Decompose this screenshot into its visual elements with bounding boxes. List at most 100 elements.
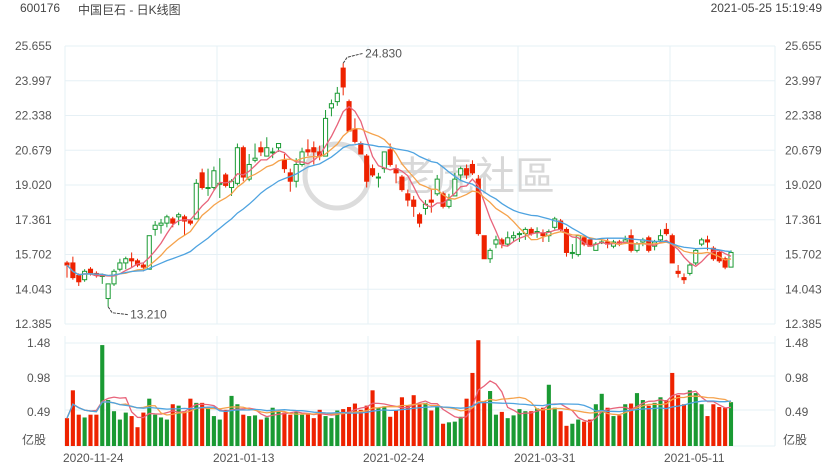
volume-unit-right: 亿股 bbox=[783, 432, 807, 447]
axes: 25.655 25.655 23.997 23.997 22.338 22.338 20.6… bbox=[15, 39, 822, 465]
volume-bar bbox=[599, 393, 604, 446]
candle-down bbox=[311, 147, 317, 153]
candle-up bbox=[487, 249, 493, 260]
candle-down bbox=[387, 149, 393, 165]
volume-bar bbox=[170, 404, 175, 446]
volume-bar bbox=[634, 393, 640, 446]
candle-down bbox=[563, 228, 570, 253]
volume-bar bbox=[687, 390, 692, 446]
price-tick-left: 20.679 bbox=[15, 143, 52, 157]
stock-code: 600176 bbox=[20, 1, 61, 15]
candle-down bbox=[258, 147, 264, 153]
volume-bar bbox=[423, 402, 428, 446]
candle-down bbox=[675, 270, 681, 274]
volume-bar bbox=[611, 416, 616, 446]
volume-bar bbox=[106, 400, 111, 446]
date-label: 2021-03-31 bbox=[514, 451, 576, 465]
volume-bar bbox=[593, 404, 598, 446]
price-ma20-line bbox=[66, 142, 732, 277]
volume-bar bbox=[288, 414, 293, 446]
volume-bar bbox=[681, 404, 687, 446]
volume-bar bbox=[100, 345, 105, 446]
candle-up bbox=[117, 262, 123, 270]
candle-down bbox=[129, 258, 135, 262]
candle-down bbox=[199, 172, 205, 189]
volume-bar bbox=[605, 407, 610, 446]
candle-down bbox=[469, 163, 476, 174]
volume-ma20-line bbox=[66, 400, 732, 419]
volume-bar bbox=[352, 403, 357, 446]
candle-up bbox=[569, 251, 575, 254]
date-label: 2021-01-13 bbox=[213, 451, 275, 465]
volume-bar bbox=[435, 405, 440, 446]
price-tick-left: 14.043 bbox=[15, 282, 52, 296]
min-price-label: 13.210 bbox=[130, 308, 167, 322]
volume-bar bbox=[200, 402, 205, 446]
timestamp: 2021-05-25 15:19:49 bbox=[710, 1, 822, 15]
price-tick-left: 23.997 bbox=[15, 74, 52, 88]
candle-up bbox=[264, 147, 270, 157]
volume-tick-left: 0.98 bbox=[27, 371, 51, 385]
volume-bar bbox=[629, 403, 634, 446]
candle-up bbox=[176, 214, 182, 218]
annotations: 24.830 13.210 bbox=[107, 46, 402, 322]
price-tick-right: 19.020 bbox=[785, 178, 822, 192]
candle-down bbox=[70, 262, 76, 279]
volume-bar bbox=[429, 410, 434, 446]
candle-up bbox=[552, 218, 558, 228]
price-tick-right: 17.361 bbox=[785, 213, 822, 227]
candle-up bbox=[516, 233, 523, 236]
volume-bar bbox=[552, 407, 557, 446]
volume-bar bbox=[341, 409, 346, 446]
candle-up bbox=[111, 270, 117, 285]
candle-down bbox=[370, 168, 376, 176]
candle-up bbox=[270, 151, 276, 154]
volume-bar bbox=[464, 398, 469, 446]
volume-bar bbox=[646, 405, 651, 446]
candle-up bbox=[693, 249, 699, 264]
volume-bar bbox=[335, 410, 340, 446]
volume-bar bbox=[699, 404, 704, 446]
candle-up bbox=[152, 224, 158, 230]
candle-down bbox=[364, 155, 370, 182]
volume-bar bbox=[194, 402, 199, 446]
date-label: 2021-05-11 bbox=[664, 451, 725, 465]
volume-bar bbox=[576, 419, 581, 446]
volume-ma10-line bbox=[66, 395, 732, 419]
volume-bar bbox=[147, 398, 152, 446]
volume-bar bbox=[476, 340, 481, 446]
candle-down bbox=[428, 199, 434, 203]
price-ma5-line bbox=[66, 105, 732, 277]
volume-bar bbox=[705, 416, 710, 446]
candle-down bbox=[87, 268, 94, 274]
candle-up bbox=[434, 178, 440, 195]
candle-up bbox=[164, 216, 170, 224]
candle-down bbox=[411, 199, 417, 207]
volume-bar bbox=[164, 419, 169, 446]
volume-bar bbox=[235, 404, 240, 446]
volume-bar bbox=[111, 411, 117, 446]
candle-down bbox=[464, 168, 470, 176]
volume-bar bbox=[247, 416, 252, 446]
candle-down bbox=[187, 220, 193, 224]
date-label: 2020-11-24 bbox=[63, 451, 124, 465]
date-label: 2021-02-24 bbox=[363, 451, 425, 465]
volume-bar bbox=[388, 416, 393, 446]
volume-bar bbox=[693, 393, 698, 446]
volume-bar bbox=[617, 415, 622, 446]
volume-bar bbox=[658, 397, 663, 446]
candle-up bbox=[493, 239, 499, 245]
volume-bar bbox=[664, 400, 669, 446]
candle-up bbox=[634, 243, 640, 251]
volume-bar bbox=[258, 419, 263, 446]
volume-bar bbox=[70, 390, 75, 446]
volume-bar bbox=[129, 416, 134, 446]
volume-bar bbox=[252, 415, 258, 446]
volume-bar bbox=[446, 422, 452, 446]
candle-down bbox=[704, 239, 711, 243]
volume-bar bbox=[511, 415, 516, 446]
volume-bar bbox=[117, 419, 122, 446]
volume-bar bbox=[376, 407, 381, 446]
watermark: 老虎社區 bbox=[395, 154, 555, 200]
